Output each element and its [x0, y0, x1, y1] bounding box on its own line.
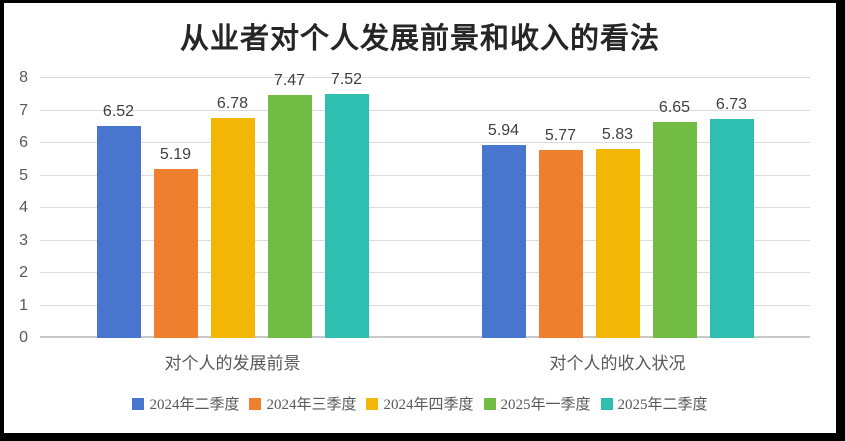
bar-2025年二季度: 7.52: [324, 71, 369, 338]
legend-swatch-icon: [132, 397, 145, 410]
chart-title: 从业者对个人发展前景和收入的看法: [179, 23, 660, 55]
y-tick-label: 2: [19, 264, 28, 281]
gridline: [40, 142, 810, 143]
y-tick-label: 1: [19, 296, 28, 314]
bar-2024年三季度: 5.77: [538, 127, 583, 338]
x-axis: 对个人的发展前景 对个人的收入状况: [40, 349, 810, 374]
y-tick-label: 5: [19, 166, 28, 184]
bar-2025年二季度: 6.73: [709, 96, 754, 338]
bar-value-label: 5.77: [544, 127, 577, 145]
bar-value-label: 5.19: [159, 146, 192, 164]
bar-2025年一季度: 7.47: [267, 72, 312, 338]
legend-item: 2025年二季度: [600, 393, 708, 414]
bar-2024年二季度: 6.52: [96, 103, 141, 338]
y-tick-label: 6: [19, 134, 28, 151]
plot-area: 6.52 5.19 6.78 7.47 7.52 5.94 5.77 5.83 6.65 6.73: [40, 71, 810, 338]
gridline: [40, 174, 810, 176]
bar-value-label: 6.52: [102, 103, 135, 121]
legend-swatch-icon: [600, 397, 613, 410]
legend: 2024年二季度 2024年三季度 2024年四季度 2025年一季度 2025年二季度: [4, 393, 836, 414]
x-category-label: 对个人的发展前景: [164, 354, 301, 373]
gridline: [40, 304, 810, 306]
x-category-label: 对个人的收入状况: [549, 354, 686, 373]
y-tick-label: 3: [19, 231, 28, 249]
bar-value-label: 6.73: [715, 96, 748, 114]
legend-swatch-icon: [483, 397, 496, 410]
gridline: [40, 239, 810, 241]
legend-swatch-icon: [366, 397, 379, 410]
bar-2024年四季度: 5.83: [595, 126, 640, 338]
legend-label: 2025年一季度: [500, 397, 591, 413]
y-tick-label: 8: [19, 69, 28, 86]
bar-value-label: 6.65: [658, 98, 691, 116]
bar-value-label: 6.78: [216, 94, 249, 112]
y-axis: 0 1 2 3 4 5 6 7 8: [4, 70, 34, 346]
bar-2025年一季度: 6.65: [652, 99, 697, 338]
bar-group-1: 6.52 5.19 6.78 7.47 7.52: [40, 71, 425, 338]
gridline: [40, 336, 810, 338]
y-tick-label: 7: [19, 101, 28, 119]
bar-group-2: 5.94 5.77 5.83 6.65 6.73: [425, 78, 810, 338]
bar-2024年二季度: 5.94: [481, 122, 526, 338]
gridline: [40, 272, 810, 273]
bar-groups: 6.52 5.19 6.78 7.47 7.52 5.94 5.77 5.83 6.65 6.73: [40, 71, 810, 338]
bar-2024年三季度: 5.19: [153, 146, 198, 338]
bar-value-label: 5.94: [487, 121, 520, 139]
bar-value-label: 5.83: [601, 125, 634, 143]
legend-item: 2024年四季度: [366, 393, 474, 414]
legend-swatch-icon: [249, 397, 262, 410]
legend-label: 2024年三季度: [266, 397, 357, 413]
gridline: [40, 77, 810, 78]
y-tick-label: 0: [19, 329, 28, 346]
gridline: [40, 207, 810, 208]
bar-value-label: 7.52: [330, 70, 363, 88]
gridline: [40, 109, 810, 111]
legend-item: 2024年三季度: [249, 393, 356, 414]
legend-label: 2024年四季度: [383, 397, 474, 413]
bar-2024年四季度: 6.78: [210, 95, 255, 338]
legend-label: 2025年二季度: [617, 397, 708, 413]
legend-item: 2025年一季度: [483, 393, 591, 414]
y-tick-label: 4: [19, 199, 28, 216]
legend-item: 2024年二季度: [132, 393, 239, 414]
bar-value-label: 7.47: [273, 72, 306, 90]
legend-label: 2024年二季度: [149, 397, 240, 413]
